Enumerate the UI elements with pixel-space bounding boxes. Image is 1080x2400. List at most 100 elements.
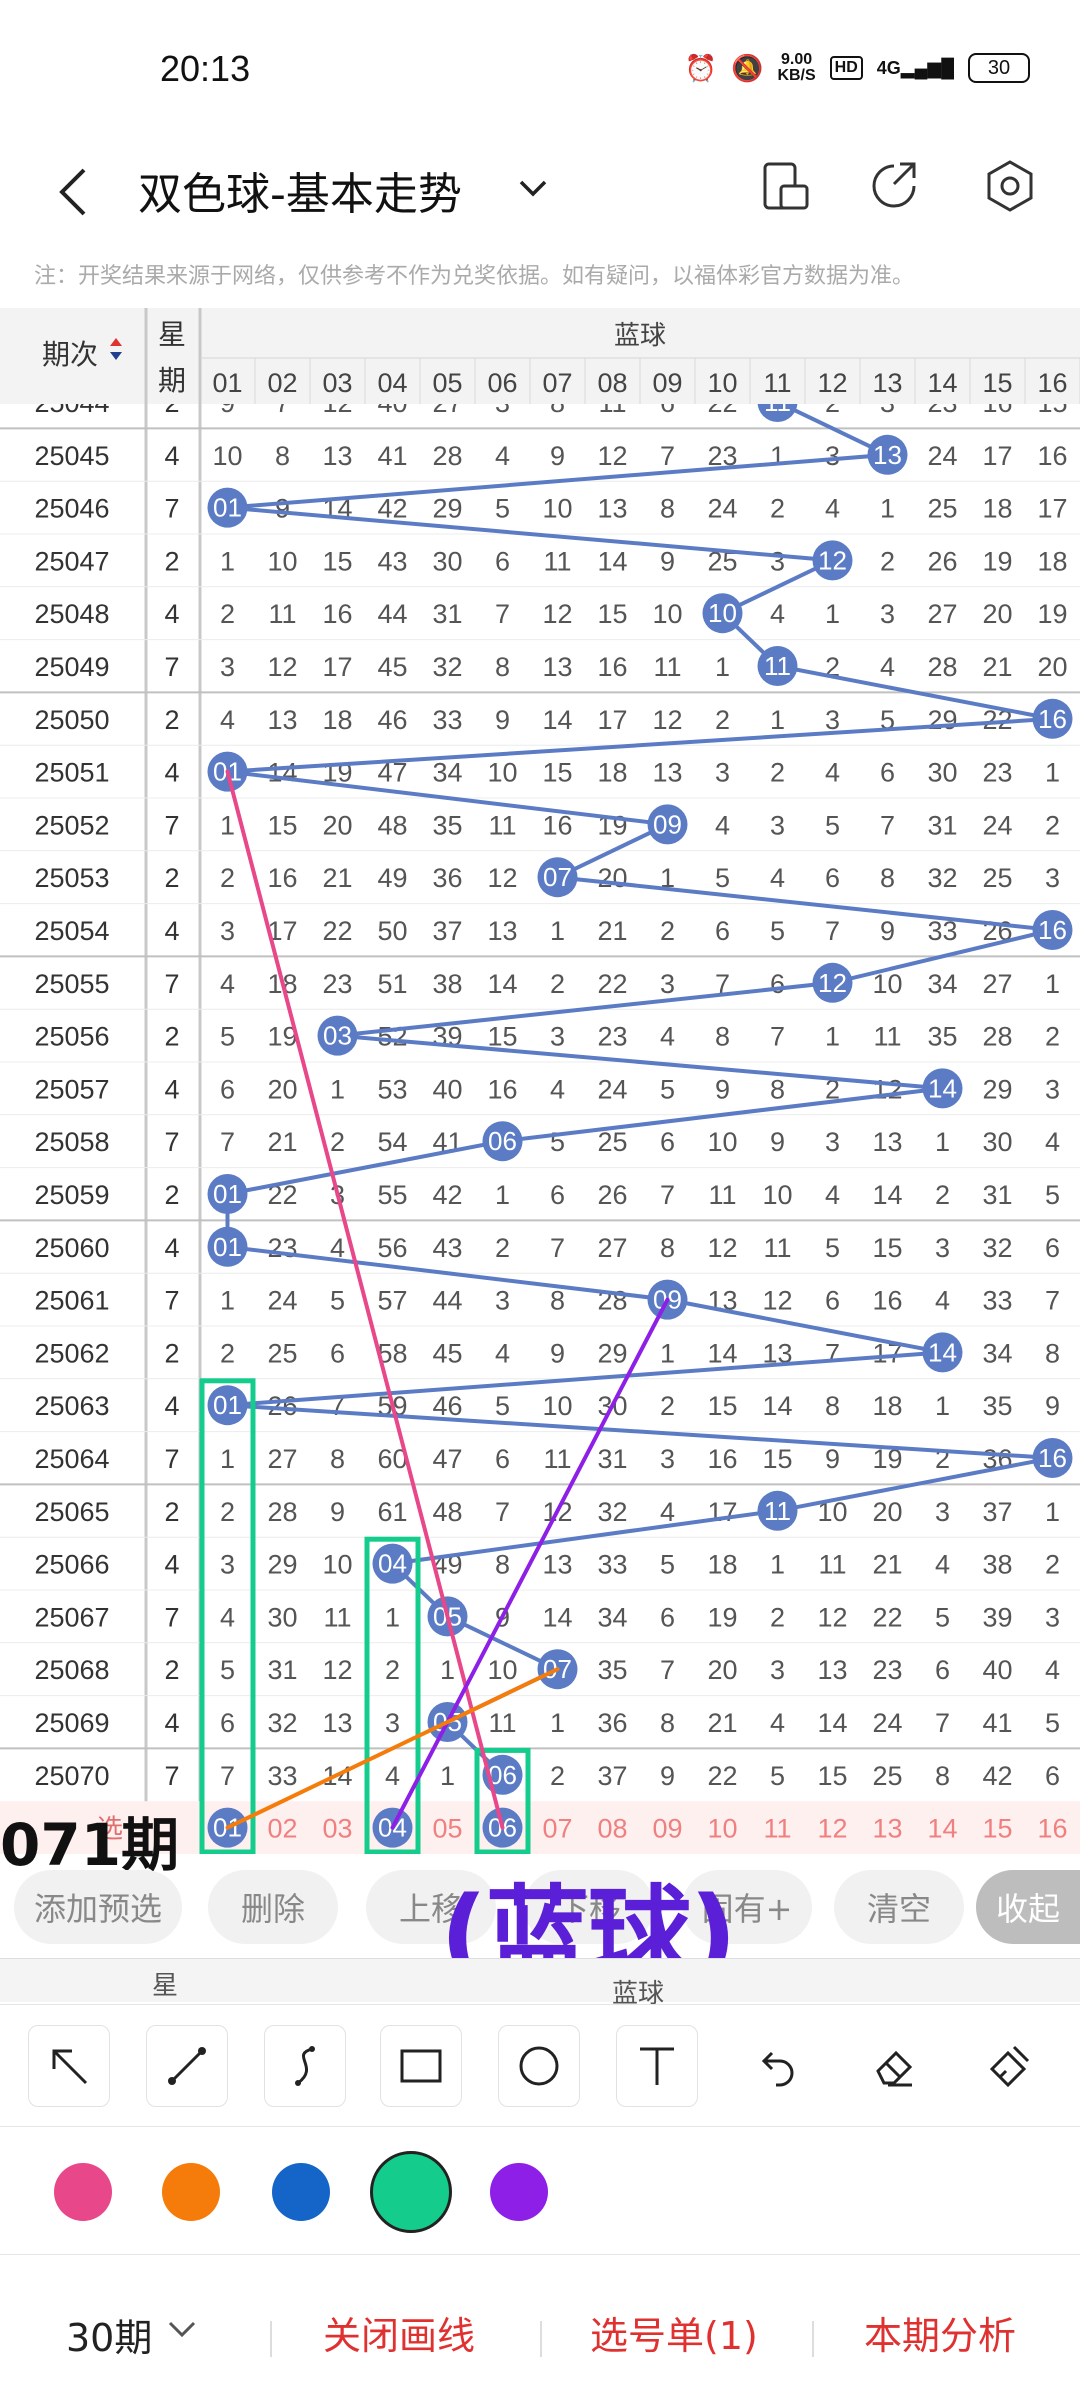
miss-value-cell: 31 xyxy=(267,1655,297,1685)
miss-value-cell: 8 xyxy=(660,1708,675,1738)
close-drawing-button[interactable]: 关闭画线 xyxy=(323,2314,476,2358)
miss-value-cell: 2 xyxy=(495,1233,510,1263)
miss-value-cell: 2 xyxy=(935,1444,950,1474)
collapse-button[interactable]: 收起 xyxy=(976,1870,1080,1944)
eraser-icon[interactable] xyxy=(852,2025,934,2107)
week-cell: 2 xyxy=(164,863,179,893)
settings-icon[interactable] xyxy=(980,156,1040,216)
blue-color-swatch[interactable] xyxy=(272,2163,330,2221)
sort-down-icon[interactable] xyxy=(110,352,122,360)
miss-value-cell: 42 xyxy=(982,1761,1012,1791)
miss-value-cell: 7 xyxy=(660,441,675,471)
curve-tool-icon[interactable] xyxy=(264,2025,346,2107)
green-color-swatch-selected[interactable] xyxy=(370,2151,452,2233)
clear-button[interactable]: 清空 xyxy=(834,1870,964,1944)
blue-column-header-02: 02 xyxy=(267,368,297,398)
miss-value-cell: 9 xyxy=(275,494,290,524)
period-selector[interactable]: 30期 xyxy=(66,2316,153,2360)
miss-value-cell: 11 xyxy=(598,388,626,418)
miss-value-cell: 9 xyxy=(1045,1391,1060,1421)
orientation-icon[interactable] xyxy=(755,156,815,216)
move-down-button[interactable]: 下移 xyxy=(524,1870,654,1944)
divider xyxy=(540,2321,542,2357)
miss-value-cell: 4 xyxy=(220,705,235,735)
network-speed: 9.00 KB/S xyxy=(777,52,815,84)
blue-column-header-10: 10 xyxy=(707,368,737,398)
pink-color-swatch[interactable] xyxy=(54,2163,112,2221)
green-box-col-04 xyxy=(364,1536,421,1854)
miss-value-cell: 17 xyxy=(597,705,627,735)
miss-value-cell: 40 xyxy=(982,1655,1012,1685)
miss-value-cell: 16 xyxy=(322,599,352,629)
miss-value-cell: 9 xyxy=(880,916,895,946)
week-cell: 7 xyxy=(164,652,179,682)
miss-value-cell: 7 xyxy=(495,599,510,629)
period-cell: 25056 xyxy=(34,1022,109,1052)
selection-number-05: 05 xyxy=(432,1814,462,1844)
move-up-button[interactable]: 上移 xyxy=(366,1870,496,1944)
selection-list-button[interactable]: 选号单(1) xyxy=(590,2314,758,2358)
miss-value-cell: 13 xyxy=(487,916,517,946)
miss-value-cell: 52 xyxy=(377,1022,407,1052)
miss-value-cell: 2 xyxy=(385,1655,400,1685)
period-cell: 25046 xyxy=(34,494,109,524)
miss-value-cell: 10 xyxy=(212,441,242,471)
blue-ball-number: 04 xyxy=(378,1549,407,1579)
status-time: 20:13 xyxy=(160,48,251,89)
fixed-plus-button[interactable]: 固有+ xyxy=(682,1870,812,1944)
miss-value-cell: 5 xyxy=(1045,1180,1060,1210)
clear-brush-icon[interactable] xyxy=(968,2025,1050,2107)
miss-value-cell: 34 xyxy=(597,1602,627,1632)
miss-value-cell: 9 xyxy=(715,1074,730,1104)
drawing-toolbar xyxy=(0,2004,1080,2126)
page-title[interactable]: 双色球-基本走势 xyxy=(138,169,462,220)
blue-ball-number: 01 xyxy=(213,1179,242,1209)
miss-value-cell: 22 xyxy=(322,916,352,946)
selection-number-10: 10 xyxy=(707,1814,737,1844)
back-arrow-icon[interactable] xyxy=(50,162,100,222)
miss-value-cell: 32 xyxy=(927,863,957,893)
delete-button[interactable]: 删除 xyxy=(208,1870,338,1944)
miss-value-cell: 7 xyxy=(660,1655,675,1685)
miss-value-cell: 14 xyxy=(542,1602,572,1632)
miss-value-cell: 51 xyxy=(377,969,407,999)
miss-value-cell: 10 xyxy=(487,758,517,788)
trend-chart[interactable]: 期次星期蓝球 01 02 03 04 05 06 07 08 09 10 11 12 13 14 15 16 25… xyxy=(0,308,1080,1854)
miss-value-cell: 9 xyxy=(550,441,565,471)
miss-value-cell: 8 xyxy=(770,1074,785,1104)
undo-icon[interactable] xyxy=(734,2025,816,2107)
miss-value-cell: 2 xyxy=(770,494,785,524)
chevron-down-icon[interactable] xyxy=(166,2317,198,2341)
status-bar: 20:13 ⏰ 🔕 9.00 KB/S HD 4G▂▄▆█ 30 xyxy=(0,0,1080,140)
purple-color-swatch[interactable] xyxy=(490,2163,548,2221)
miss-value-cell: 6 xyxy=(220,1074,235,1104)
line-tool-icon[interactable] xyxy=(146,2025,228,2107)
miss-value-cell: 2 xyxy=(825,1074,840,1104)
miss-value-cell: 22 xyxy=(872,1602,902,1632)
miss-value-cell: 2 xyxy=(220,863,235,893)
selection-number-14: 14 xyxy=(927,1814,957,1844)
miss-value-cell: 14 xyxy=(707,1338,737,1368)
miss-value-cell: 3 xyxy=(935,1497,950,1527)
miss-value-cell: 15 xyxy=(322,546,352,576)
miss-value-cell: 55 xyxy=(377,1180,407,1210)
miss-value-cell: 20 xyxy=(1037,652,1067,682)
orange-color-swatch[interactable] xyxy=(162,2163,220,2221)
miss-value-cell: 4 xyxy=(1045,1127,1060,1157)
current-analysis-button[interactable]: 本期分析 xyxy=(864,2314,1017,2358)
blue-ball-hit xyxy=(867,434,908,475)
add-preselect-button[interactable]: 添加预选 xyxy=(14,1870,182,1944)
period-cell: 25048 xyxy=(34,599,109,629)
circle-tool-icon[interactable] xyxy=(498,2025,580,2107)
rectangle-tool-icon[interactable] xyxy=(380,2025,462,2107)
miss-value-cell: 5 xyxy=(660,1074,675,1104)
arrow-tool-icon[interactable] xyxy=(28,2025,110,2107)
share-icon[interactable] xyxy=(864,156,924,216)
blue-ball-hit xyxy=(207,487,248,528)
battery-icon: 30 xyxy=(968,53,1030,83)
week-cell: 4 xyxy=(164,1074,179,1104)
miss-value-cell: 12 xyxy=(322,1655,352,1685)
text-tool-icon[interactable] xyxy=(616,2025,698,2107)
chevron-down-icon[interactable] xyxy=(515,174,551,204)
sort-up-icon[interactable] xyxy=(110,338,122,346)
